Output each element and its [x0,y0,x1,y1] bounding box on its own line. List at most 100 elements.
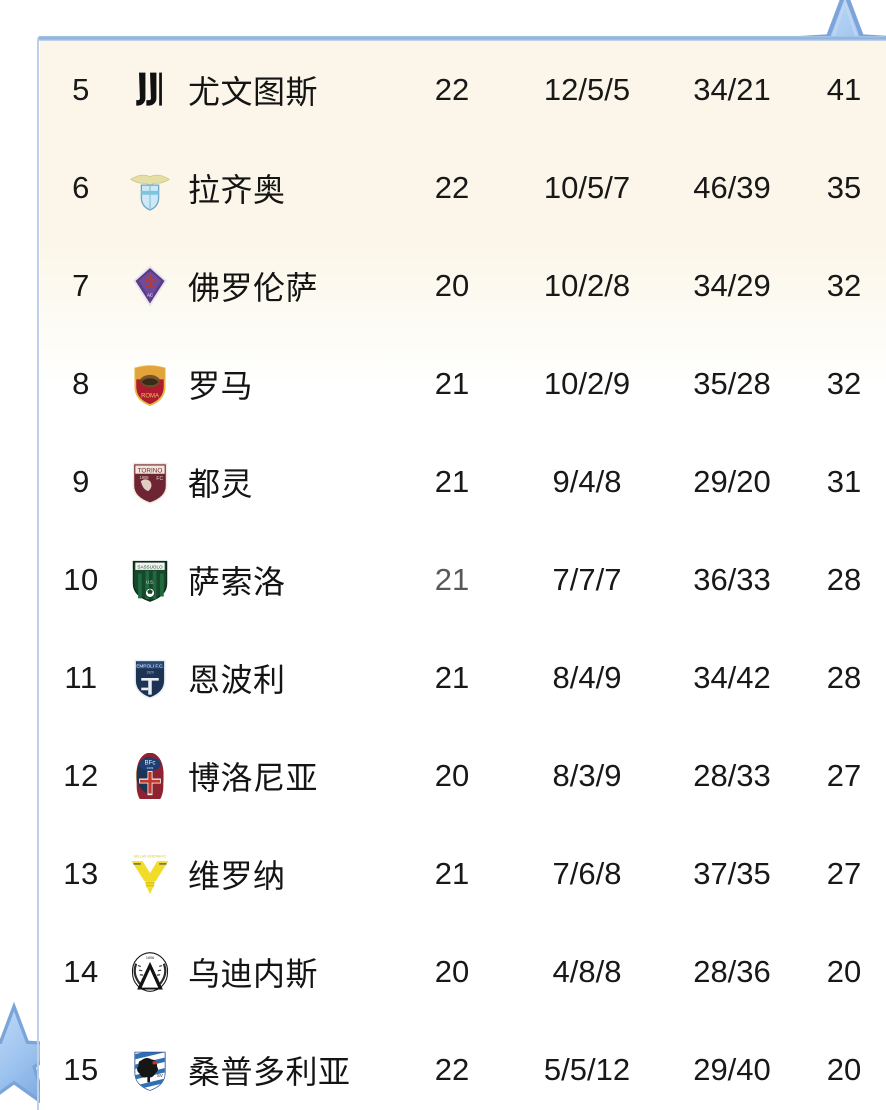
table-row[interactable]: 8 ROMA 罗马 [40,335,886,433]
svg-text:FC: FC [156,476,163,482]
points-cell: 35 [826,170,862,205]
points-cell: 20 [826,1052,862,1087]
played-cell: 20 [434,758,470,793]
wdl-cell: 8/4/9 [552,660,622,695]
table-row[interactable]: 10 SASSUOLO U.S. [40,531,886,629]
rank-cell: 7 [72,268,90,303]
points-cell: 32 [826,268,862,303]
team-cell[interactable]: TORINO 1906 FC 都灵 [122,433,392,531]
points-cell: 32 [826,366,862,401]
team-name: 尤文图斯 [188,74,319,110]
svg-text:SASSUOLO: SASSUOLO [137,565,163,570]
team-name: 桑普多利亚 [188,1054,351,1090]
goals-cell: 35/28 [693,366,771,401]
goals-cell: 28/36 [693,954,771,989]
team-cell[interactable]: SASSUOLO U.S. 萨索洛 [122,531,392,629]
sassuolo-crest-icon: SASSUOLO U.S. [126,555,174,605]
goals-cell: 34/21 [693,72,771,107]
team-cell[interactable]: EMPOLI F.C. 1920 恩波利 [122,629,392,727]
svg-text:HELLAS VERONA FC: HELLAS VERONA FC [134,854,167,858]
wdl-cell: 12/5/5 [543,72,631,107]
table-top-border [38,36,886,41]
rank-cell: 6 [72,170,90,205]
rank-cell: 8 [72,366,90,401]
points-cell: 28 [826,660,862,695]
rank-cell: 11 [64,660,98,695]
table-row[interactable]: 6 拉齐奥 22 [40,139,886,237]
lazio-crest-icon [126,163,174,213]
team-name: 乌迪内斯 [188,956,319,992]
rank-cell: 9 [72,464,90,499]
empoli-crest-icon: EMPOLI F.C. 1920 [126,653,174,703]
rank-cell: 12 [63,758,99,793]
standings-table: 5 尤文图斯 22 [40,41,886,1110]
points-cell: 27 [826,856,862,891]
team-cell[interactable]: SV 桑普多利亚 [122,1021,392,1110]
team-cell[interactable]: 拉齐奥 [122,139,392,237]
table-row[interactable]: 12 [40,727,886,825]
sampdoria-crest-icon: SV [126,1045,174,1095]
played-cell: 22 [434,72,470,107]
svg-text:1906: 1906 [139,475,149,480]
standings-table-body: 5 尤文图斯 22 [40,41,886,1110]
points-cell: 41 [826,72,862,107]
table-row[interactable]: 7 AC 佛罗伦萨 20 [40,237,886,335]
verona-crest-icon: HELLAS VERONA FC [126,849,174,899]
team-cell[interactable]: HELLAS VERONA FC 维罗纳 [122,825,392,923]
team-cell[interactable]: ROMA 罗马 [122,335,392,433]
team-name: 博洛尼亚 [188,760,319,796]
goals-cell: 36/33 [693,562,771,597]
wdl-cell: 7/7/7 [552,562,622,597]
team-cell[interactable]: 尤文图斯 [122,41,392,139]
torino-crest-icon: TORINO 1906 FC [126,457,174,507]
team-name: 恩波利 [188,662,286,698]
played-cell: 21 [434,856,470,891]
played-cell: 22 [434,170,470,205]
udinese-crest-icon: 1896 [126,947,174,997]
svg-text:ROMA: ROMA [141,394,159,400]
wdl-cell: 9/4/8 [552,464,622,499]
goals-cell: 28/33 [693,758,771,793]
svg-text:U.S.: U.S. [146,580,154,585]
rank-cell: 14 [63,954,99,989]
wdl-cell: 5/5/12 [543,1052,631,1087]
standings-table-container: 5 尤文图斯 22 [40,41,886,1110]
team-name: 佛罗伦萨 [188,270,319,306]
svg-text:EMPOLI F.C.: EMPOLI F.C. [136,664,164,670]
table-row[interactable]: 9 TORINO 1906 FC [40,433,886,531]
played-cell: 21 [434,366,470,401]
table-row[interactable]: 13 HELLAS VERONA FC [40,825,886,923]
points-cell: 27 [826,758,862,793]
table-row[interactable]: 11 EMPOLI F.C. 1920 [40,629,886,727]
table-row[interactable]: 15 [40,1021,886,1110]
table-row[interactable]: 5 尤文图斯 22 [40,41,886,139]
team-cell[interactable]: 1896 乌迪内斯 [122,923,392,1021]
wdl-cell: 10/2/9 [543,366,631,401]
team-cell[interactable]: AC 佛罗伦萨 [122,237,392,335]
rank-cell: 15 [63,1052,99,1087]
svg-text:1920: 1920 [146,671,154,675]
played-cell: 21 [434,464,470,499]
svg-text:1909: 1909 [147,766,154,770]
goals-cell: 34/29 [693,268,771,303]
roma-crest-icon: ROMA [126,359,174,409]
goals-cell: 46/39 [693,170,771,205]
goals-cell: 37/35 [693,856,771,891]
goals-cell: 29/20 [693,464,771,499]
table-row[interactable]: 14 1896 [40,923,886,1021]
svg-text:SV: SV [157,1073,163,1078]
wdl-cell: 10/5/7 [543,170,631,205]
table-left-border [37,38,39,1110]
svg-text:1896: 1896 [146,956,154,960]
bologna-crest-icon: BFc 1909 [126,751,174,801]
team-name: 拉齐奥 [188,172,286,208]
goals-cell: 29/40 [693,1052,771,1087]
fiorentina-crest-icon: AC [126,261,174,311]
team-name: 萨索洛 [188,564,286,600]
juventus-crest-icon [126,65,174,115]
rank-cell: 5 [72,72,90,107]
team-name: 维罗纳 [188,858,286,894]
team-name: 罗马 [188,368,254,404]
team-cell[interactable]: BFc 1909 博洛尼亚 [122,727,392,825]
